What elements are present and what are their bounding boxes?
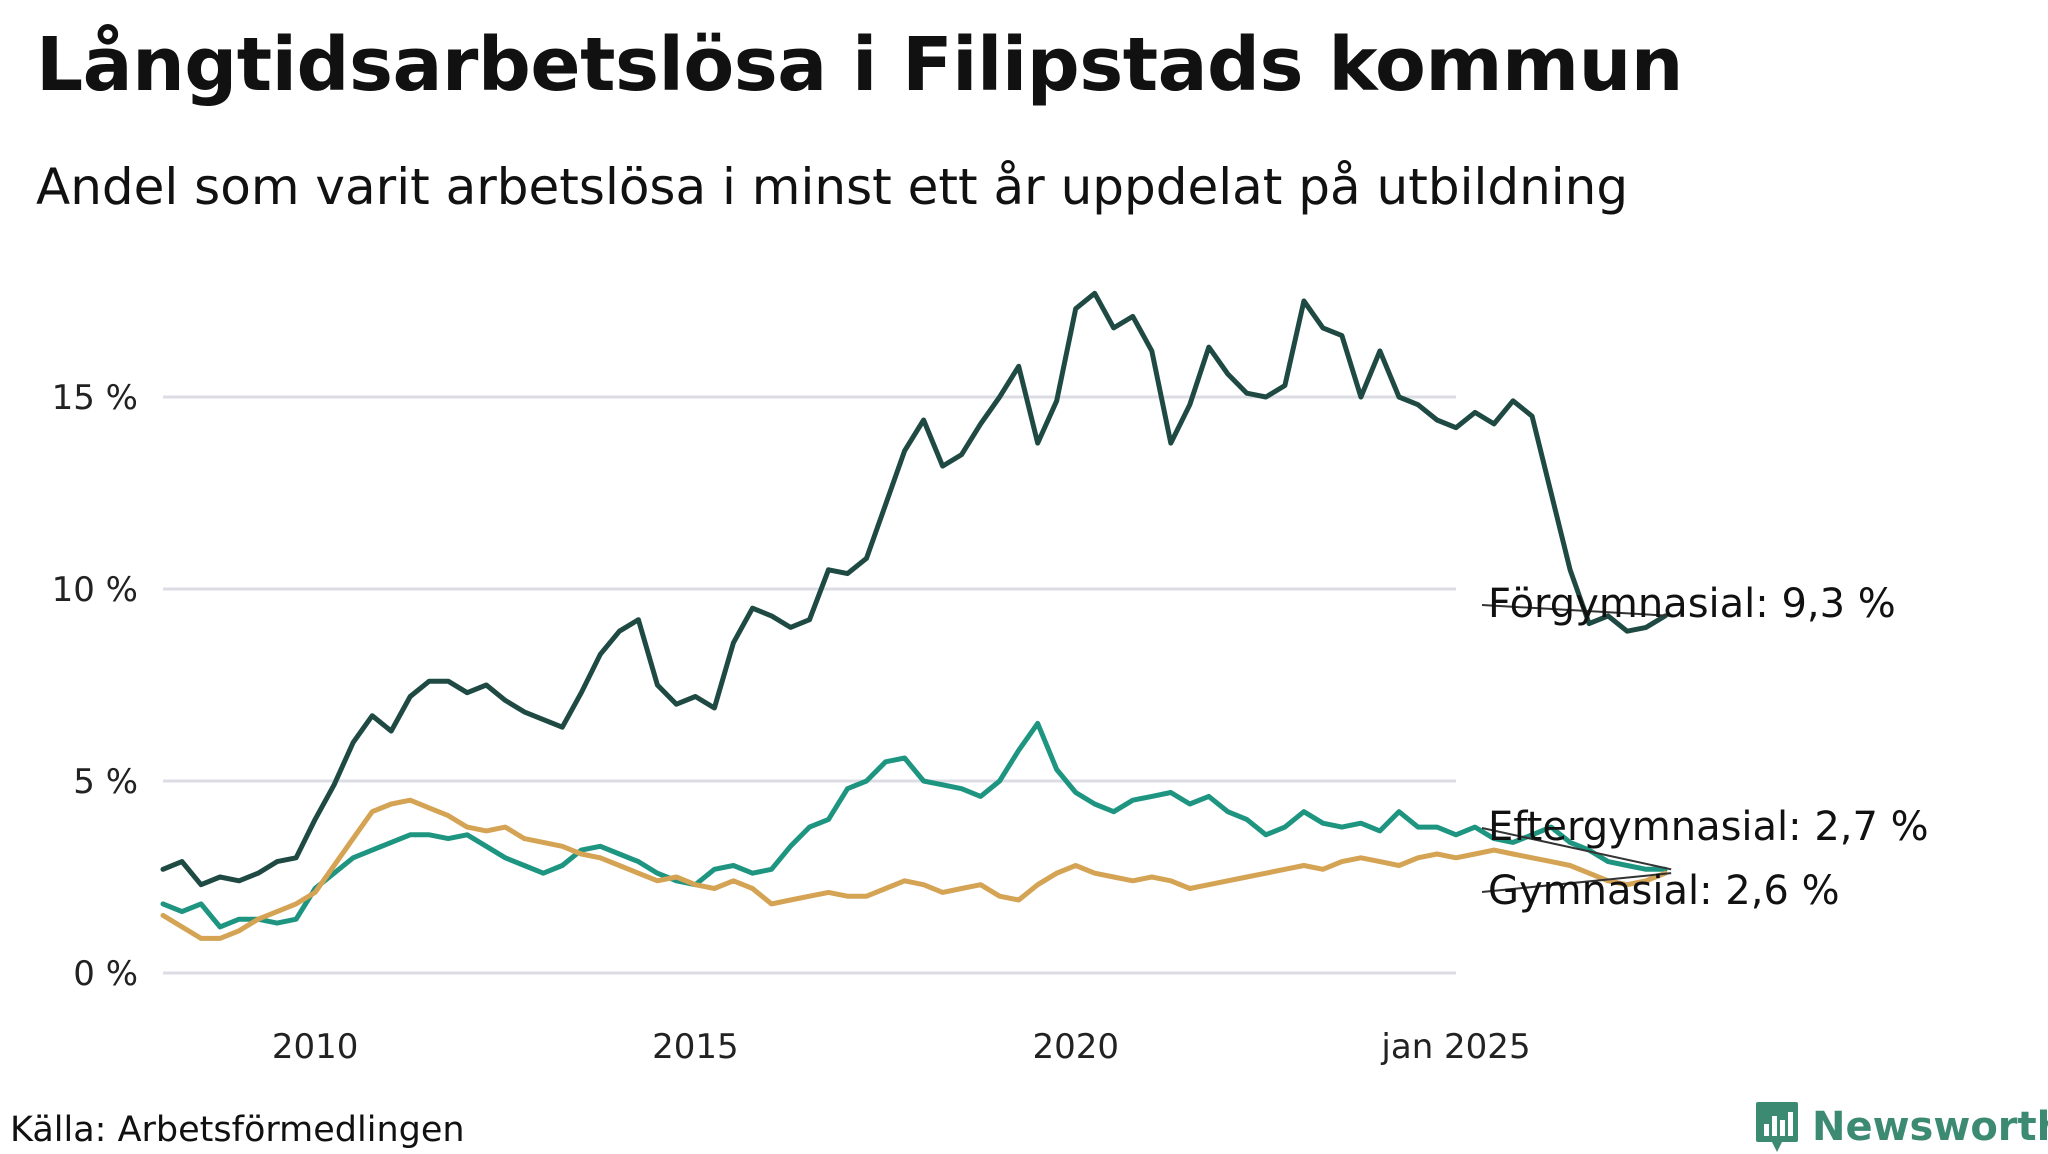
series-lines bbox=[160, 290, 1668, 941]
x-tick-label: 2010 bbox=[272, 1027, 359, 1067]
source-note: Källa: Arbetsförmedlingen bbox=[10, 1110, 465, 1150]
brand-logo[interactable]: Newsworthy bbox=[1754, 1100, 2048, 1154]
chart-title: Långtidsarbetslösa i Filipstads kommun bbox=[36, 22, 1683, 108]
newsworthy-logo-icon bbox=[1756, 1102, 1798, 1152]
series-end-label: Gymnasial: 2,6 % bbox=[1488, 868, 1840, 914]
brand-name: Newsworthy bbox=[1812, 1104, 2048, 1150]
chart-subtitle: Andel som varit arbetslösa i minst ett å… bbox=[36, 158, 1629, 216]
series-line-eftergymnasial bbox=[160, 720, 1668, 930]
y-tick-label: 5 % bbox=[73, 762, 138, 802]
label-leader-line bbox=[1481, 872, 1672, 893]
label-leader-line bbox=[1481, 604, 1672, 617]
y-tick-label: 15 % bbox=[52, 378, 138, 418]
y-tick-label: 0 % bbox=[73, 954, 138, 994]
x-tick-label: 2015 bbox=[652, 1027, 739, 1067]
series-end-labels: Förgymnasial: 9,3 % Eftergymnasial: 2,7 %… bbox=[1481, 581, 1929, 914]
y-axis-tick-labels: 0 % 5 % 10 % 15 % bbox=[52, 378, 138, 994]
series-line-förgymnasial bbox=[160, 290, 1668, 888]
y-tick-label: 10 % bbox=[52, 570, 138, 610]
x-tick-label: jan 2025 bbox=[1380, 1027, 1530, 1067]
label-leader-line bbox=[1481, 827, 1672, 871]
x-tick-label: 2020 bbox=[1032, 1027, 1119, 1067]
series-end-label: Förgymnasial: 9,3 % bbox=[1488, 581, 1896, 627]
gridlines bbox=[163, 395, 1456, 975]
series-line-gymnasial bbox=[160, 797, 1668, 941]
x-axis-tick-labels: 2010 2015 2020 jan 2025 bbox=[272, 1027, 1531, 1067]
series-end-label: Eftergymnasial: 2,7 % bbox=[1488, 804, 1929, 850]
